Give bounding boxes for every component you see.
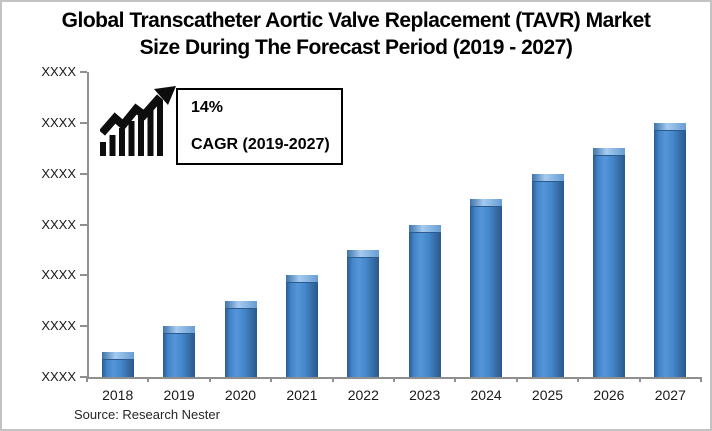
bar-2023 [408,224,441,377]
chart-title-line1: Global Transcatheter Aortic Valve Replac… [61,9,651,32]
x-axis-label-2021: 2021 [286,387,318,403]
x-axis-tick [638,377,641,382]
y-axis-tick-label: XXXX [41,267,76,283]
bar-2025 [531,173,564,377]
bar-2027 [654,122,687,377]
y-axis-tick-label: XXXX [41,216,76,232]
chart-title: Global Transcatheter Aortic Valve Replac… [2,7,710,61]
growth-chart-icon [100,86,176,156]
source-note: Source: Research Nester [74,407,220,422]
x-axis-tick [208,377,211,382]
cagr-value: 14% [191,99,224,116]
y-axis-tick [80,376,87,378]
x-axis-label-2025: 2025 [531,387,564,403]
y-axis-tick [80,325,87,328]
x-axis-label-2027: 2027 [654,387,686,403]
bar-2021 [285,275,318,377]
cagr-label: CAGR (2019-2027) [191,136,330,153]
y-axis-tick [80,172,87,175]
chart-title-line2: Size During The Forecast Period (2019 - … [139,36,573,59]
x-axis-tick [270,377,273,382]
bar-2024 [470,199,503,377]
bar-2018 [101,351,134,377]
y-axis-tick-label: XXXX [41,64,76,79]
x-axis-tick [331,377,334,382]
x-axis-tick [515,377,518,382]
x-axis-label-2024: 2024 [470,387,502,403]
x-axis-label-2018: 2018 [102,387,134,403]
bar-2019 [163,326,196,377]
y-axis-tick-label: XXXX [41,165,76,181]
bar-2020 [224,300,257,377]
bar-2022 [347,249,380,377]
x-axis-tick [86,377,88,382]
x-axis-tick [454,377,457,382]
x-axis-tick [147,377,150,382]
y-axis-tick-label: XXXX [41,369,76,384]
x-axis-tick [700,377,702,382]
y-axis-tick [80,274,87,277]
x-axis-label-2022: 2022 [347,387,379,403]
y-axis-tick [80,223,87,226]
x-axis-tick [393,377,395,382]
x-axis-label-2026: 2026 [593,387,625,403]
x-axis-label-2023: 2023 [409,387,441,403]
x-axis-tick [577,377,580,382]
y-axis-tick-label: XXXX [41,114,76,130]
y-axis-tick-label: XXXX [41,318,76,334]
bar-2026 [592,148,625,377]
cagr-annotation-box: 14% CAGR (2019-2027) [176,88,343,165]
y-axis-tick [80,121,87,124]
x-axis-label-2019: 2019 [163,387,195,403]
x-axis-label-2020: 2020 [224,387,257,403]
y-axis-tick [80,71,87,73]
y-axis-line [87,72,89,379]
